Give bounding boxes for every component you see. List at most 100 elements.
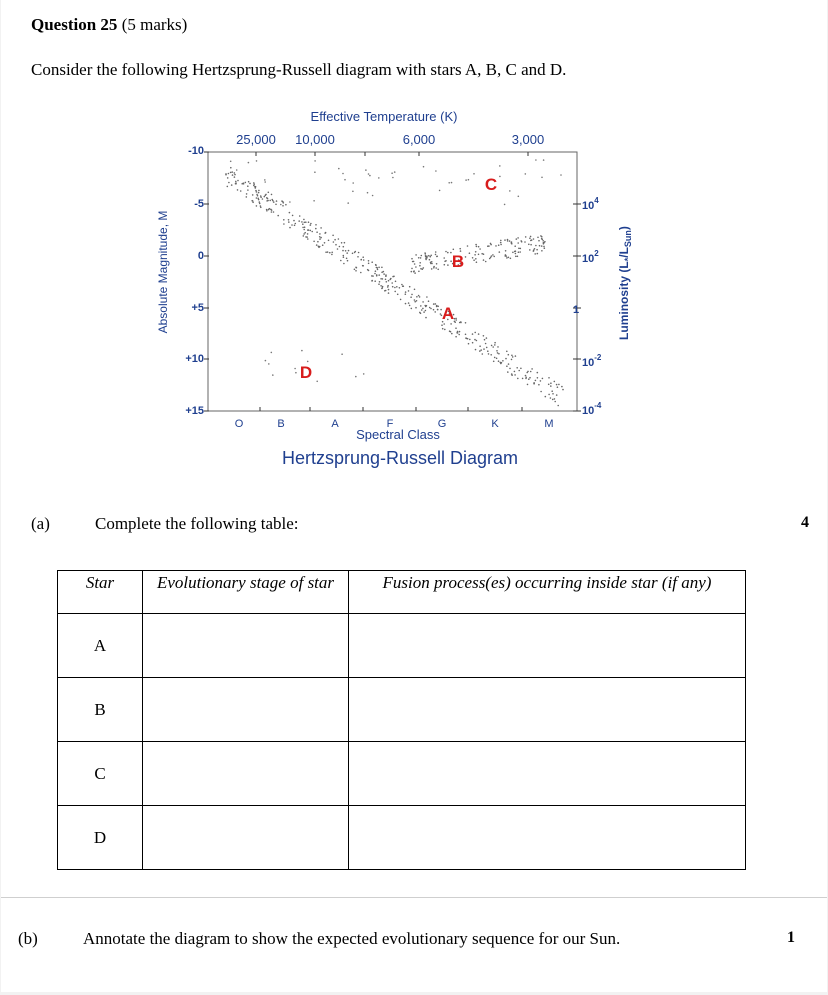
left-tick-label: -5 <box>194 198 204 210</box>
star-point <box>345 257 348 260</box>
star-point <box>500 243 502 246</box>
part-b-label: (b) <box>18 929 38 948</box>
star-point <box>410 296 412 299</box>
row-star-label: B <box>57 677 143 742</box>
star-point <box>490 243 492 246</box>
star-label-b: B <box>452 252 464 271</box>
star-point <box>540 245 543 247</box>
star-point <box>319 233 321 235</box>
star-point <box>552 393 554 395</box>
star-point <box>272 211 275 213</box>
star-point <box>311 230 314 233</box>
bottom-tick-label: M <box>544 418 553 430</box>
star-point <box>318 246 320 249</box>
star-point <box>450 323 452 325</box>
star-point <box>455 319 458 321</box>
stage-answer-cell[interactable] <box>142 741 349 806</box>
star-point <box>517 237 519 239</box>
star-point <box>288 211 291 214</box>
star-point <box>288 221 290 223</box>
star-point <box>387 292 390 294</box>
star-point <box>417 294 420 297</box>
star-point <box>525 376 527 379</box>
star-point <box>499 175 501 178</box>
star-point <box>435 267 438 269</box>
star-point <box>422 307 424 310</box>
star-point <box>512 251 514 254</box>
fusion-answer-cell[interactable] <box>348 677 746 742</box>
star-point <box>305 236 307 238</box>
star-point <box>500 239 502 242</box>
star-point <box>365 169 367 171</box>
star-point <box>495 245 497 247</box>
star-point <box>381 266 383 269</box>
star-point <box>484 260 487 263</box>
fusion-answer-cell[interactable] <box>348 805 746 870</box>
star-point <box>374 270 377 273</box>
star-point <box>355 270 357 272</box>
star-point <box>399 298 402 301</box>
star-point <box>289 201 291 203</box>
star-point <box>301 221 303 223</box>
part-b-marks: 1 <box>787 929 795 946</box>
star-point <box>483 348 485 350</box>
fusion-answer-cell[interactable] <box>348 613 746 678</box>
star-point <box>496 352 499 354</box>
star-point <box>378 283 380 286</box>
star-point <box>428 258 431 261</box>
star-point <box>425 316 427 319</box>
fusion-answer-cell[interactable] <box>348 741 746 806</box>
star-point <box>448 330 451 333</box>
stage-answer-cell[interactable] <box>142 677 349 742</box>
star-point <box>508 240 511 242</box>
star-point <box>415 300 418 302</box>
star-point <box>310 222 312 225</box>
star-point <box>252 201 254 204</box>
star-point <box>537 236 539 239</box>
star-point <box>464 256 467 258</box>
right-tick-label: 10-4 <box>582 401 602 417</box>
stage-answer-cell[interactable] <box>142 613 349 678</box>
star-point <box>287 219 290 221</box>
star-point <box>487 245 489 247</box>
star-point <box>414 300 417 303</box>
question-page: Question 25 (5 marks) Consider the follo… <box>1 0 827 897</box>
star-point <box>455 327 457 330</box>
star-point <box>451 332 453 335</box>
star-point <box>302 226 304 229</box>
star-point <box>419 312 422 315</box>
bottom-tick-label: F <box>387 418 394 430</box>
star-point <box>366 191 369 194</box>
star-point <box>404 293 407 296</box>
right-tick-label: 10-2 <box>582 353 602 369</box>
star-point <box>517 377 519 380</box>
star-point <box>507 353 510 356</box>
star-point <box>506 238 509 241</box>
star-point <box>553 398 556 400</box>
star-point <box>342 172 344 175</box>
star-point <box>515 255 517 258</box>
star-point <box>225 173 227 175</box>
star-point <box>360 271 362 274</box>
star-point <box>513 370 516 373</box>
star-point <box>447 264 449 266</box>
bottom-tick-label: A <box>331 418 339 430</box>
star-point <box>337 238 340 240</box>
star-point <box>447 251 449 254</box>
stage-answer-cell[interactable] <box>142 805 349 870</box>
star-point <box>544 395 547 398</box>
star-point <box>235 169 238 171</box>
star-point <box>452 248 455 251</box>
star-point <box>367 262 370 265</box>
star-point <box>511 354 513 357</box>
star-point <box>371 275 373 277</box>
star-point <box>489 242 492 245</box>
star-point <box>529 249 531 251</box>
star-point <box>497 346 499 348</box>
star-point <box>344 250 347 252</box>
star-point <box>433 265 435 268</box>
star-point <box>465 179 467 181</box>
star-point <box>447 310 450 313</box>
star-point <box>307 238 309 240</box>
star-point <box>518 369 520 372</box>
